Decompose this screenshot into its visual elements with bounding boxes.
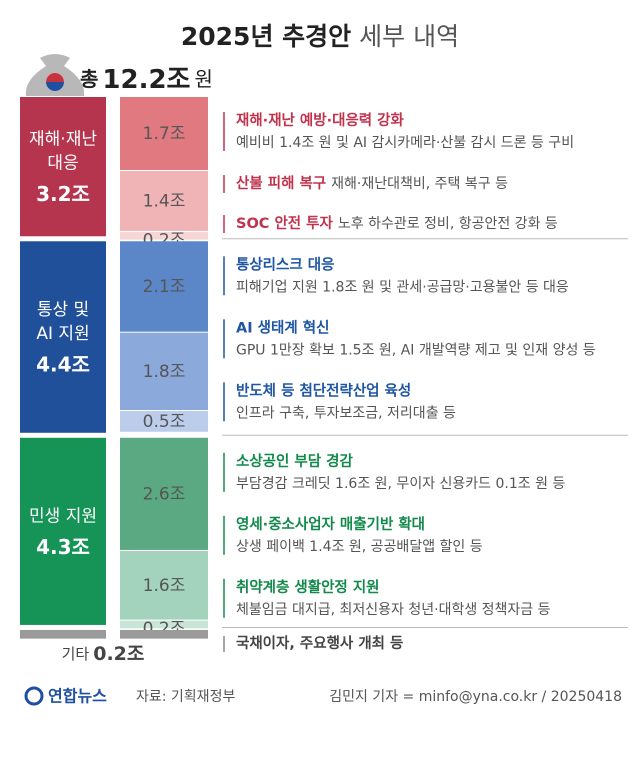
group-bar <box>20 241 106 433</box>
item-bar <box>120 437 208 550</box>
item-title: 소상공인 부담 경감 <box>236 452 353 470</box>
item-row: 산불 피해 복구 재해·재난대책비, 주택 복구 등 <box>236 175 508 192</box>
total-row: 총 12.2조 원 <box>80 65 213 95</box>
other-bar <box>20 629 106 639</box>
item-value-label: 2.6조 <box>143 484 186 504</box>
title-group: 2025년 추경안 세부 내역 <box>181 22 459 51</box>
chart-title: 2025년 추경안 <box>181 22 351 51</box>
group-bar <box>20 97 106 237</box>
other-item-bar <box>120 629 208 639</box>
item-bar <box>120 332 208 411</box>
item-value-label: 2.1조 <box>143 277 186 297</box>
credit: 김민지 기자 = minfo@yna.co.kr / 20250418 <box>329 689 622 705</box>
item-value-label: 1.8조 <box>143 362 186 382</box>
item-bar <box>120 411 208 432</box>
other-value: 0.2조 <box>93 642 144 664</box>
item-title: 취약계층 생활안정 지원 <box>236 578 380 596</box>
item-detail: 체불임금 대지급, 최저신용자 청년·대학생 정책자금 등 <box>236 602 551 618</box>
group-name: 통상 및 <box>37 300 89 320</box>
item-detail: 상생 페이백 1.4조 원, 공공배달앱 할인 등 <box>236 539 483 555</box>
item-detail: 노후 하수관로 정비, 항공안전 강화 등 <box>338 216 558 232</box>
item-bar <box>120 620 208 629</box>
item-detail: 피해기업 지원 1.8조 원 및 관세·공급망·고용불안 등 대응 <box>236 279 569 295</box>
item-row: SOC 안전 투자 노후 하수관로 정비, 항공안전 강화 등 <box>236 214 558 232</box>
other-label: 기타 0.2조 <box>62 642 145 664</box>
item-detail: GPU 1만장 확보 1.5조 원, AI 개발역량 제고 및 인재 양성 등 <box>236 342 596 358</box>
item-title: AI 생태계 혁신 <box>236 319 329 336</box>
item-bar <box>120 97 208 170</box>
footer: 연합뉴스 자료: 기획재정부 김민지 기자 = minfo@yna.co.kr … <box>24 686 622 706</box>
group-name: 대응 <box>47 154 78 174</box>
group-value: 4.3조 <box>36 535 90 559</box>
item-value-label: 1.4조 <box>143 191 186 211</box>
item-bar <box>120 231 208 240</box>
group-value: 4.4조 <box>36 353 90 377</box>
item-detail: 재해·재난대책비, 주택 복구 등 <box>331 176 508 192</box>
total-value: 12.2조 <box>102 65 190 95</box>
group-value: 3.2조 <box>36 182 90 206</box>
item-title: 재해·재난 예방·대응력 강화 <box>236 111 405 129</box>
item-detail: 예비비 1.4조 원 및 AI 감시카메라·산불 감시 드론 등 구비 <box>236 135 574 151</box>
item-title: 산불 피해 복구 <box>236 175 326 192</box>
brand: 연합뉴스 <box>48 687 107 706</box>
item-value-label: 0.5조 <box>143 412 186 432</box>
item-title: SOC 안전 투자 <box>236 214 334 232</box>
group-name: 민생 지원 <box>29 506 97 526</box>
total-prefix: 총 <box>80 67 98 91</box>
item-detail: 인프라 구축, 투자보조금, 저리대출 등 <box>236 405 456 421</box>
group-name: 재해·재난 <box>29 130 97 150</box>
group-name: AI 지원 <box>36 324 89 344</box>
source: 자료: 기획재정부 <box>136 689 235 705</box>
item-value-label: 1.7조 <box>143 124 186 144</box>
item-bar <box>120 170 208 231</box>
group-bar <box>20 437 106 625</box>
item-bar <box>120 550 208 620</box>
brand-logo <box>24 686 44 706</box>
other-name: 기타 <box>62 644 90 662</box>
item-bar <box>120 241 208 332</box>
item-detail: 부담경감 크레딧 1.6조 원, 무이자 신용카드 0.1조 원 등 <box>236 476 565 492</box>
total-suffix: 원 <box>194 67 212 91</box>
money-bag-icon <box>25 54 85 96</box>
item-title: 반도체 등 첨단전략산업 육성 <box>236 381 411 399</box>
item-value-label: 1.6조 <box>143 576 186 596</box>
other-detail: 국채이자, 주요행사 개최 등 <box>236 634 403 652</box>
chart-subtitle: 세부 내역 <box>359 22 459 51</box>
item-title: 영세·중소사업자 매출기반 확대 <box>236 515 425 533</box>
item-title: 통상리스크 대응 <box>236 256 334 273</box>
